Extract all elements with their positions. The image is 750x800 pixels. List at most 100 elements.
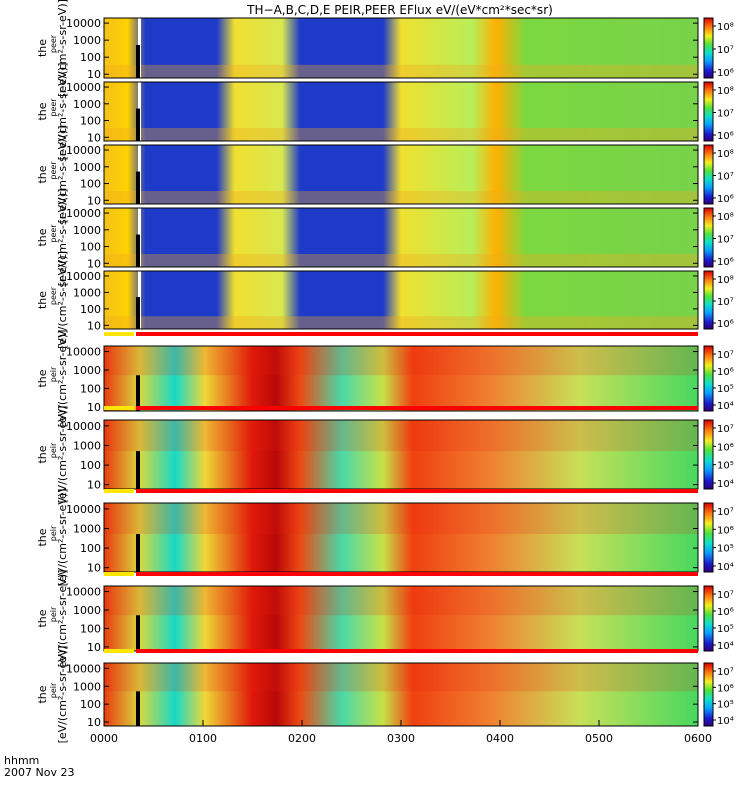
quality-bar-red bbox=[136, 489, 698, 493]
y-tick-label: 10 bbox=[87, 641, 101, 654]
colorbar-tick-label: 10⁵ bbox=[717, 544, 734, 555]
colorbar-tick-label: 10⁵ bbox=[717, 384, 734, 395]
footer-date: 2007 Nov 23 bbox=[4, 766, 74, 779]
x-tick-label: 0400 bbox=[486, 732, 514, 745]
low-energy-band bbox=[104, 128, 698, 141]
high-energy-band bbox=[104, 503, 698, 534]
colorbar-tick-label: 10⁶ bbox=[717, 525, 734, 536]
y-tick-label: 100 bbox=[80, 542, 101, 555]
y-tick-label: 10 bbox=[87, 401, 101, 414]
y-tick-label: 10000 bbox=[66, 144, 101, 157]
x-tick-label: 0100 bbox=[189, 732, 217, 745]
y-tick-label: 10000 bbox=[66, 503, 101, 516]
colorbar bbox=[704, 420, 713, 489]
y-tick-label: 100 bbox=[80, 241, 101, 254]
colorbar-tick-label: 10⁴ bbox=[717, 641, 734, 652]
colorbar-tick-label: 10⁶ bbox=[717, 442, 734, 453]
colorbar-tick-label: 10⁷ bbox=[717, 667, 734, 678]
colorbar-tick-label: 10⁷ bbox=[717, 172, 734, 183]
y-tick-label: 1000 bbox=[73, 34, 101, 47]
y-label-name: the bbox=[36, 445, 49, 463]
y-tick-label: 100 bbox=[80, 178, 101, 191]
y-label-name: the bbox=[36, 528, 49, 546]
colorbar-tick-label: 10⁴ bbox=[717, 401, 734, 412]
colorbar-tick-label: 10⁷ bbox=[717, 350, 734, 361]
colorbar bbox=[704, 663, 713, 726]
y-tick-label: 10 bbox=[87, 479, 101, 492]
event-marker bbox=[136, 451, 140, 489]
colorbar-tick-label: 10⁶ bbox=[717, 319, 734, 330]
quality-bar-yellow bbox=[104, 489, 134, 493]
colorbar-tick-label: 10⁷ bbox=[717, 109, 734, 120]
y-label-name: the bbox=[36, 609, 49, 627]
colorbar-tick-label: 10⁷ bbox=[717, 45, 734, 56]
colorbar-tick-label: 10⁴ bbox=[717, 716, 734, 727]
y-tick-label: 10000 bbox=[66, 586, 101, 599]
y-tick-label: 1000 bbox=[73, 439, 101, 452]
y-tick-label: 1000 bbox=[73, 522, 101, 535]
low-energy-band bbox=[104, 65, 698, 78]
y-tick-label: 100 bbox=[80, 382, 101, 395]
y-tick-label: 100 bbox=[80, 51, 101, 64]
colorbar-tick-label: 10⁷ bbox=[717, 235, 734, 246]
colorbar-tick-label: 10⁶ bbox=[717, 131, 734, 142]
y-tick-label: 100 bbox=[80, 622, 101, 635]
quality-bar-red bbox=[136, 406, 698, 410]
y-tick-label: 10000 bbox=[66, 81, 101, 94]
event-marker bbox=[136, 235, 140, 267]
high-energy-band bbox=[104, 663, 698, 691]
colorbar-tick-label: 10⁵ bbox=[717, 624, 734, 635]
event-marker bbox=[136, 375, 140, 411]
colorbar-tick-label: 10⁸ bbox=[717, 22, 734, 33]
panel-8: 10100100010000thepeir[eV/(cm²-s-sr-eV)] 1… bbox=[36, 489, 734, 587]
y-tick-label: 1000 bbox=[73, 224, 101, 237]
colorbar-tick-label: 10⁸ bbox=[717, 86, 734, 97]
y-label-name: the bbox=[36, 291, 49, 309]
colorbar bbox=[704, 503, 713, 572]
y-tick-label: 100 bbox=[80, 115, 101, 128]
quality-bar-red bbox=[136, 572, 698, 576]
colorbar-tick-label: 10⁸ bbox=[717, 149, 734, 160]
y-label-name: the bbox=[36, 102, 49, 120]
event-marker bbox=[136, 691, 140, 726]
y-tick-label: 10000 bbox=[66, 207, 101, 220]
y-label-name: the bbox=[36, 165, 49, 183]
x-tick-label: 0200 bbox=[288, 732, 316, 745]
y-tick-label: 1000 bbox=[73, 98, 101, 111]
y-tick-label: 10000 bbox=[66, 346, 101, 359]
quality-bar-red bbox=[136, 332, 698, 336]
colorbar-tick-label: 10⁷ bbox=[717, 297, 734, 308]
colorbar-tick-label: 10⁸ bbox=[717, 275, 734, 286]
colorbar-tick-label: 10⁵ bbox=[717, 700, 734, 711]
quality-bar-yellow bbox=[104, 572, 134, 576]
low-energy-band bbox=[104, 254, 698, 267]
colorbar-tick-label: 10⁶ bbox=[717, 367, 734, 378]
colorbar-tick-label: 10⁵ bbox=[717, 461, 734, 472]
y-label-name: the bbox=[36, 39, 49, 57]
event-marker bbox=[136, 534, 140, 572]
y-tick-label: 1000 bbox=[73, 286, 101, 299]
colorbar-tick-label: 10⁶ bbox=[717, 194, 734, 205]
y-tick-label: 10000 bbox=[66, 270, 101, 283]
y-tick-label: 1000 bbox=[73, 364, 101, 377]
colorbar bbox=[704, 346, 713, 411]
y-tick-label: 100 bbox=[80, 698, 101, 711]
y-tick-label: 10 bbox=[87, 131, 101, 144]
colorbar-tick-label: 10⁶ bbox=[717, 683, 734, 694]
colorbar-tick-label: 10⁴ bbox=[717, 479, 734, 490]
y-tick-label: 1000 bbox=[73, 604, 101, 617]
y-tick-label: 100 bbox=[80, 459, 101, 472]
y-label-name: the bbox=[36, 369, 49, 387]
colorbar-tick-label: 10⁶ bbox=[717, 68, 734, 79]
y-tick-label: 10 bbox=[87, 716, 101, 729]
x-tick-label: 0500 bbox=[585, 732, 613, 745]
event-marker bbox=[136, 109, 140, 141]
event-marker bbox=[136, 45, 140, 78]
y-label-name: the bbox=[36, 228, 49, 246]
colorbar-tick-label: 10⁷ bbox=[717, 507, 734, 518]
y-tick-label: 10 bbox=[87, 257, 101, 270]
quality-bar-yellow bbox=[104, 406, 134, 410]
colorbar-tick-label: 10⁴ bbox=[717, 562, 734, 573]
quality-bar-yellow bbox=[104, 332, 134, 336]
